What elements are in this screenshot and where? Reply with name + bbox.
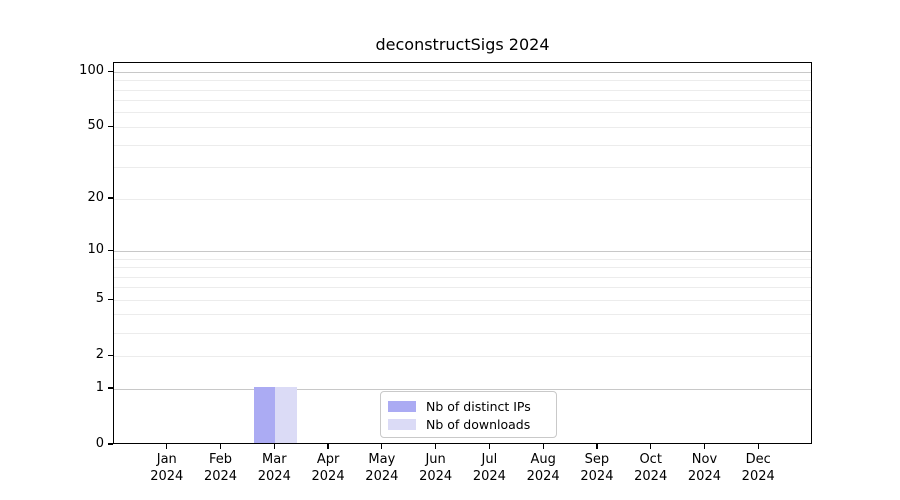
- x-tick-label-aug-2024: Aug 2024: [526, 452, 560, 484]
- gridline-minor-2: [114, 355, 811, 357]
- x-tick-feb-2024: [219, 444, 222, 449]
- y-tick-label-2: 2: [95, 347, 104, 363]
- y-tick-100: [108, 70, 113, 72]
- x-tick-jul-2024: [488, 444, 491, 449]
- gridline-minor-70: [114, 100, 811, 102]
- x-tick-apr-2024: [327, 444, 329, 449]
- x-tick-label-mar-2024: Mar 2024: [257, 452, 291, 484]
- gridline-minor-4: [114, 314, 811, 316]
- legend-item-distinct-ips: Nb of distinct IPs: [388, 398, 548, 416]
- x-tick-label-jan-2024: Jan 2024: [150, 452, 184, 484]
- x-tick-dec-2024: [757, 444, 759, 449]
- x-tick-label-feb-2024: Feb 2024: [203, 452, 238, 484]
- gridline-minor-6: [114, 287, 811, 289]
- x-tick-label-apr-2024: Apr 2024: [311, 452, 345, 484]
- y-tick-label-1: 1: [95, 380, 104, 395]
- y-tick-5: [108, 298, 113, 300]
- x-tick-jun-2024: [434, 444, 437, 449]
- gridline-major-100: [114, 71, 811, 73]
- x-tick-label-sep-2024: Sep 2024: [580, 452, 614, 484]
- gridline-minor-30: [114, 167, 811, 169]
- downloads-swatch-icon: [388, 418, 416, 430]
- y-tick-label-100: 100: [79, 63, 104, 79]
- gridline-minor-7: [114, 276, 811, 278]
- x-tick-mar-2024: [273, 444, 275, 449]
- x-tick-label-may-2024: May 2024: [365, 452, 399, 484]
- x-tick-label-jul-2024: Jul 2024: [472, 452, 506, 484]
- x-tick-label-jun-2024: Jun 2024: [419, 452, 453, 484]
- y-tick-label-10: 10: [87, 242, 104, 258]
- y-tick-10: [108, 249, 113, 251]
- x-tick-sep-2024: [596, 444, 598, 449]
- legend-label-downloads: Nb of downloads: [426, 416, 531, 432]
- gridline-minor-20: [114, 198, 811, 200]
- y-tick-label-20: 20: [87, 190, 104, 206]
- x-tick-oct-2024: [650, 444, 652, 449]
- y-tick-1: [108, 387, 113, 389]
- gridline-minor-60: [114, 112, 811, 114]
- x-tick-label-dec-2024: Dec 2024: [741, 452, 775, 484]
- y-tick-label-5: 5: [95, 291, 104, 307]
- x-tick-label-nov-2024: Nov 2024: [687, 452, 721, 484]
- gridline-minor-9: [114, 258, 811, 260]
- gridline-minor-8: [114, 267, 811, 268]
- plot-area: [113, 62, 812, 444]
- x-tick-jan-2024: [166, 444, 168, 449]
- y-tick-label-0: 0: [95, 436, 104, 451]
- y-tick-0: [108, 443, 113, 445]
- bar-nb-of-downloads-mar-2024: [275, 387, 297, 443]
- legend-item-downloads: Nb of downloads: [388, 416, 548, 434]
- gridline-minor-5: [114, 299, 811, 301]
- x-tick-label-oct-2024: Oct 2024: [634, 452, 668, 484]
- y-tick-2: [108, 354, 113, 356]
- chart-title: deconstructSigs 2024: [375, 35, 550, 54]
- gridline-minor-3: [114, 332, 811, 334]
- y-tick-50: [108, 125, 113, 128]
- y-tick-20: [108, 197, 113, 199]
- gridline-major-1: [114, 388, 811, 390]
- bar-nb-of-distinct-ips-mar-2024: [253, 387, 276, 443]
- gridline-minor-80: [114, 89, 811, 91]
- x-tick-may-2024: [381, 444, 383, 449]
- legend-label-distinct-ips: Nb of distinct IPs: [426, 399, 531, 415]
- x-tick-nov-2024: [703, 444, 706, 449]
- legend-box: Nb of distinct IPs Nb of downloads: [380, 391, 557, 438]
- gridline-minor-40: [114, 144, 811, 146]
- gridline-minor-90: [114, 80, 811, 82]
- y-tick-label-50: 50: [87, 118, 104, 134]
- distinct-ips-swatch-icon: [388, 401, 416, 413]
- gridline-major-10: [114, 250, 811, 252]
- gridline-minor-50: [114, 126, 811, 128]
- x-tick-aug-2024: [542, 444, 544, 449]
